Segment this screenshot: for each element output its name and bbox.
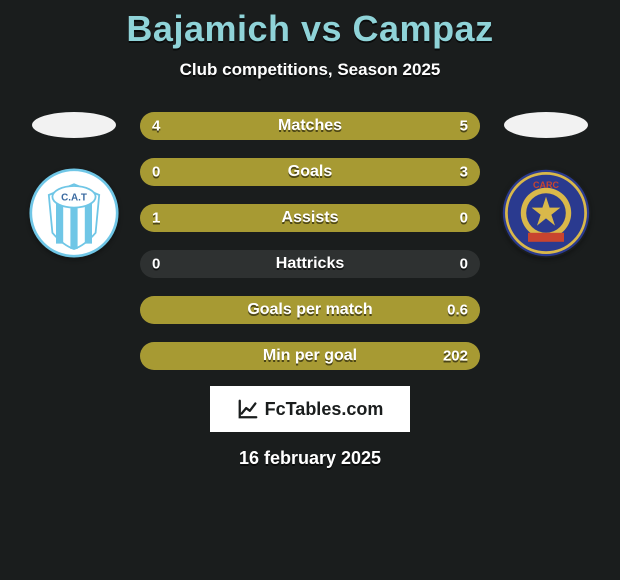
stat-label: Min per goal bbox=[263, 347, 357, 365]
round-badge-icon: CARC bbox=[501, 168, 591, 258]
stat-bar-fill-left bbox=[140, 112, 290, 140]
stat-value-right: 0.6 bbox=[447, 302, 468, 319]
player-photo-placeholder-left bbox=[32, 112, 116, 138]
stat-row: Goals per match 0.6 bbox=[140, 296, 480, 324]
stat-value-right: 0 bbox=[460, 256, 468, 273]
footer-date: 16 february 2025 bbox=[239, 448, 381, 469]
stat-row: Min per goal 202 bbox=[140, 342, 480, 370]
right-player-column: CARC bbox=[496, 112, 596, 258]
player-photo-placeholder-right bbox=[504, 112, 588, 138]
stat-label: Matches bbox=[278, 117, 342, 135]
stat-value-right: 0 bbox=[460, 210, 468, 227]
badge-left-text: C.A.T bbox=[61, 192, 87, 203]
brand-attribution: FcTables.com bbox=[210, 386, 410, 432]
page-title: Bajamich vs Campaz bbox=[126, 8, 493, 50]
stat-value-right: 3 bbox=[460, 164, 468, 181]
stat-value-left: 0 bbox=[152, 164, 160, 181]
stat-row: Assists 1 0 bbox=[140, 204, 480, 232]
stat-label: Assists bbox=[282, 209, 339, 227]
stat-row: Goals 0 3 bbox=[140, 158, 480, 186]
stat-label: Goals per match bbox=[247, 301, 372, 319]
stat-value-left: 4 bbox=[152, 118, 160, 135]
stat-row: Matches 4 5 bbox=[140, 112, 480, 140]
left-player-column: C.A.T bbox=[24, 112, 124, 258]
content-root: Bajamich vs Campaz Club competitions, Se… bbox=[0, 0, 620, 580]
stat-bars-column: Matches45Goals03Assists10Hattricks00Goal… bbox=[140, 112, 480, 370]
chart-line-icon bbox=[237, 398, 259, 420]
shield-icon: C.A.T bbox=[29, 168, 119, 258]
stat-row: Hattricks 0 0 bbox=[140, 250, 480, 278]
stat-value-left: 1 bbox=[152, 210, 160, 227]
stat-value-right: 202 bbox=[443, 348, 468, 365]
club-badge-left: C.A.T bbox=[29, 168, 119, 258]
page-subtitle: Club competitions, Season 2025 bbox=[180, 60, 441, 80]
stat-label: Goals bbox=[288, 163, 332, 181]
stat-label: Hattricks bbox=[276, 255, 344, 273]
club-badge-right: CARC bbox=[501, 168, 591, 258]
stat-value-right: 5 bbox=[460, 118, 468, 135]
badge-right-text: CARC bbox=[533, 180, 559, 190]
stats-area: C.A.T Matches45Goals03Assists10Hattricks… bbox=[0, 112, 620, 370]
brand-text: FcTables.com bbox=[265, 399, 384, 420]
stat-value-left: 0 bbox=[152, 256, 160, 273]
